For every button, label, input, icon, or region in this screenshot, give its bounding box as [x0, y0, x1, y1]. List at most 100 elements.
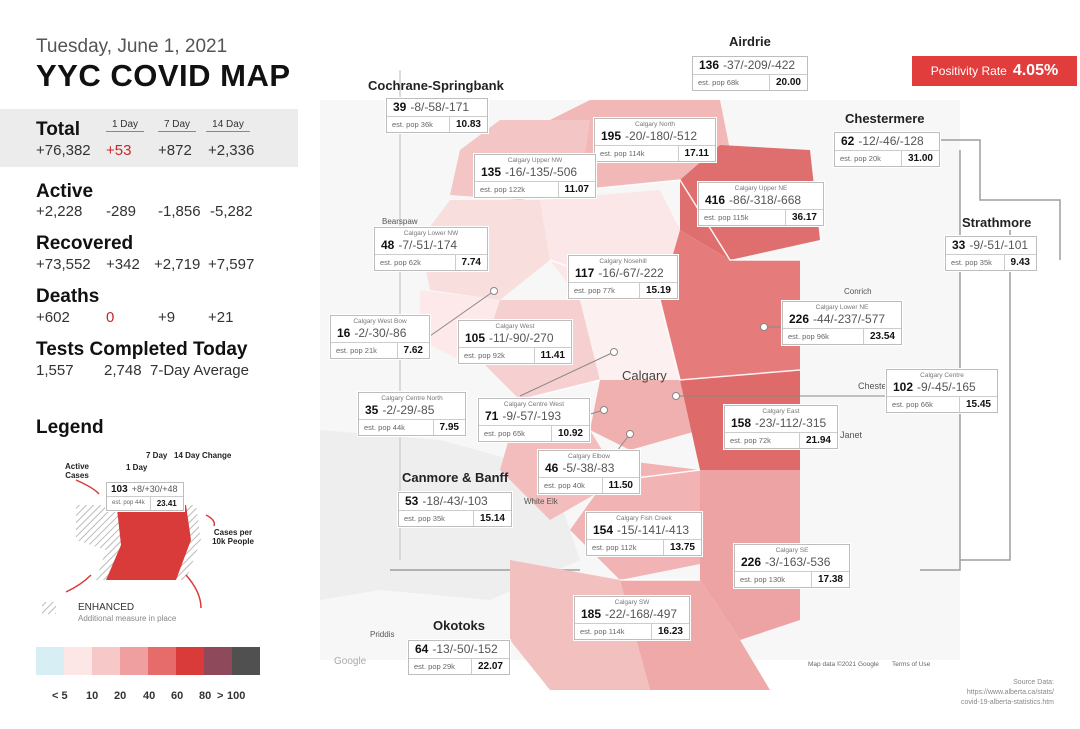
scale-label: 10 [86, 690, 99, 702]
est-population: est. pop 114k [595, 146, 679, 161]
deaths-row: +602 0 +9 +21 [36, 309, 233, 326]
active-cases: 185 [581, 607, 602, 621]
est-population: est. pop 21k [331, 343, 398, 358]
region-chestermere: Chestermere [845, 111, 925, 126]
case-change: -9/-45/-165 [917, 380, 976, 394]
active-cases: 158 [731, 416, 752, 430]
area-card[interactable]: 33 -9/-51/-101 est. pop 35k 9.43 [945, 236, 1037, 271]
est-population: est. pop 66k [887, 397, 960, 412]
region-airdrie: Airdrie [729, 34, 771, 49]
area-card[interactable]: 53 -18/-43/-103 est. pop 35k 15.14 [398, 492, 512, 527]
area-card[interactable]: Calgary SE 226 -3/-163/-536 est. pop 130k 17… [734, 544, 850, 588]
area-name: Calgary Centre [920, 372, 964, 379]
cases-per-10k: 10.83 [455, 119, 481, 130]
area-name: Calgary Upper NE [734, 185, 788, 192]
legend-example-card: 103 +8/+30/+48 est. pop 44k 23.41 [106, 482, 184, 511]
area-card[interactable]: Calgary Fish Creek 154 -15/-141/-413 est. p… [586, 512, 702, 556]
cases-per-10k: 21.94 [805, 435, 831, 446]
priddis-map-label: Priddis [370, 630, 394, 639]
active-cases: 117 [575, 266, 595, 280]
tests-value: 1,557 [36, 362, 74, 379]
legend-example-rate: 23.41 [156, 499, 177, 508]
active-cases: 46 [545, 461, 559, 475]
legend-title: Legend [36, 417, 104, 438]
recovered-14day: +7,597 [208, 256, 255, 273]
recovered-7day: +2,719 [154, 256, 201, 273]
tests-avg: 2,748 [104, 362, 142, 379]
case-change: -9/-51/-101 [969, 238, 1029, 252]
total-14day: +2,336 [208, 142, 255, 159]
bearspaw-map-label: Bearspaw [382, 217, 418, 226]
area-name: Calgary West Bow [353, 318, 407, 325]
area-card[interactable]: Calgary Nosehill 117 -16/-67/-222 est. pop … [568, 255, 678, 299]
scale-label: 80 [199, 690, 212, 702]
scale-swatch [232, 647, 260, 675]
area-card[interactable]: 62 -12/-46/-128 est. pop 20k 31.00 [834, 132, 940, 167]
cases-per-10k: 15.19 [645, 285, 671, 296]
case-change: -5/-38/-83 [562, 461, 615, 475]
white-elk-map-label: White Elk [524, 497, 559, 506]
area-card[interactable]: Calgary West 105 -11/-90/-270 est. pop 92k 1… [458, 320, 572, 364]
active-cases: 135 [481, 165, 502, 179]
area-card[interactable]: Calgary Elbow 46 -5/-38/-83 est. pop 40k 11.… [538, 450, 640, 494]
case-change: -2/-29/-85 [382, 403, 435, 417]
area-name: Calgary East [762, 408, 800, 415]
scale-swatch [64, 647, 92, 675]
est-population: est. pop 92k [459, 348, 535, 363]
case-change: -16/-67/-222 [598, 266, 664, 280]
est-population: est. pop 29k [409, 659, 472, 674]
scale-labels: < 5 10 20 40 60 80 > 100 [52, 690, 245, 702]
recovered-1day: +342 [106, 256, 140, 273]
cases-per-10k: 7.95 [439, 422, 459, 433]
area-card[interactable]: Calgary Upper NE 416 -86/-318/-668 est. pop… [698, 182, 824, 226]
area-name: Calgary SE [775, 547, 809, 554]
area-name: Calgary Centre North [381, 395, 443, 402]
active-cases: 416 [705, 193, 726, 207]
map-data-credit: Map data ©2021 Google [808, 660, 879, 668]
area-card[interactable]: Calgary Centre North 35 -2/-29/-85 est. pop… [358, 392, 466, 436]
legend-diagram [42, 479, 216, 614]
area-card[interactable]: Calgary West Bow 16 -2/-30/-86 est. pop 21k… [330, 315, 430, 359]
legend-example-num: 103 [111, 484, 128, 495]
case-change: -18/-43/-103 [422, 494, 488, 508]
est-population: est. pop 77k [569, 283, 640, 298]
col-header-7day: 7 Day [158, 119, 196, 132]
source-url-2[interactable]: covid-19-alberta-statistics.htm [961, 699, 1054, 706]
case-change: -8/-58/-171 [410, 100, 470, 114]
scale-label: 100 [227, 690, 246, 702]
area-card[interactable]: Calgary Centre West 71 -9/-57/-193 est. pop… [478, 398, 590, 442]
active-cases: 16 [337, 326, 351, 340]
source-url-1[interactable]: https://www.alberta.ca/stats/ [966, 689, 1054, 696]
cases-per-10k: 23.54 [869, 331, 895, 342]
deaths-7day: +9 [158, 309, 176, 326]
total-label: Total [36, 119, 80, 140]
est-population: est. pop 96k [783, 329, 864, 344]
total-stat-box [0, 109, 298, 167]
area-card[interactable]: 39 -8/-58/-171 est. pop 36k 10.83 [386, 98, 488, 133]
area-card[interactable]: 64 -13/-50/-152 est. pop 29k 22.07 [408, 640, 510, 675]
area-card[interactable]: Calgary SW 185 -22/-168/-497 est. pop 114k 1… [574, 596, 690, 640]
area-card[interactable]: Calgary Lower NW 48 -7/-51/-174 est. pop 62… [374, 227, 488, 271]
area-card[interactable]: Calgary North 195 -20/-180/-512 est. pop 11… [594, 118, 716, 162]
area-name: Calgary Centre West [503, 401, 565, 408]
active-cases: 195 [601, 129, 622, 143]
active-cases: 53 [405, 494, 419, 508]
active-value: +2,228 [36, 203, 83, 220]
area-name: Calgary Elbow [568, 453, 610, 460]
total-7day: +872 [158, 142, 192, 159]
area-card[interactable]: Calgary Upper NW 135 -16/-135/-506 est. pop… [474, 154, 596, 198]
area-card[interactable]: Calgary East 158 -23/-112/-315 est. pop 72k… [724, 405, 838, 449]
scale-label: 20 [114, 690, 127, 702]
area-card[interactable]: Calgary Lower NE 226 -44/-237/-577 est. pop… [782, 301, 902, 345]
area-name: Calgary Upper NW [507, 157, 563, 164]
cases-per-10k: 11.50 [608, 480, 633, 491]
terms-link[interactable]: Terms of Use [892, 661, 931, 668]
area-name: Calgary SW [614, 599, 650, 606]
positivity-label: Positivity Rate [930, 64, 1007, 78]
scale-swatch [204, 647, 232, 675]
cases-per-10k: 15.14 [479, 513, 505, 524]
area-card[interactable]: Calgary Centre 102 -9/-45/-165 est. pop 66k… [886, 369, 998, 413]
conrich-map-label: Conrich [844, 287, 872, 296]
area-card[interactable]: 136 -37/-209/-422 est. pop 68k 20.00 [692, 56, 808, 91]
area-name: Calgary North [634, 121, 676, 128]
